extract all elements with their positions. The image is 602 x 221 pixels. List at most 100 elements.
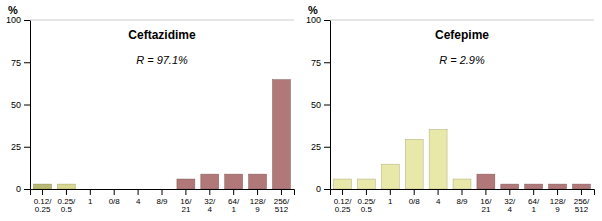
bars	[34, 80, 291, 189]
x-tick-label-line: 4	[208, 205, 213, 214]
y-axis-line	[324, 21, 331, 190]
x-tick-mark	[257, 189, 258, 195]
x-tick-label: 16/21	[480, 197, 492, 214]
x-tick-mark	[342, 189, 343, 195]
y-tick: 25	[11, 142, 30, 152]
bar	[405, 139, 423, 189]
x-tick-label: 256/512	[574, 197, 590, 214]
x-tick: 128/9	[550, 189, 566, 214]
x-tick-label-line: 21	[481, 205, 490, 214]
x-tick-mark	[509, 189, 510, 195]
bar	[201, 174, 219, 189]
y-axis: 0 25 50 75 100	[306, 15, 331, 194]
y-tick-mark	[324, 20, 330, 21]
x-tick-label: 32/4	[504, 197, 516, 214]
bar	[249, 174, 267, 189]
y-tick: 50	[11, 100, 30, 110]
x-tick-mark	[162, 189, 163, 195]
x-tick-label-line: 4	[436, 197, 441, 206]
y-tick-mark	[324, 147, 330, 148]
y-tick: 75	[311, 58, 330, 68]
bar	[81, 189, 99, 190]
bar	[105, 189, 123, 190]
x-tick: 32/4	[204, 189, 216, 214]
x-tick-mark	[42, 189, 43, 195]
x-tick: 0.25/0.5	[358, 189, 377, 214]
x-tick: 0.12/0.25	[34, 189, 53, 214]
bar	[57, 184, 75, 189]
y-tick-mark	[24, 105, 30, 106]
bar	[129, 189, 147, 190]
x-tick-label-line: 21	[181, 205, 190, 214]
x-tick-label: 64/1	[228, 197, 240, 214]
x-tick: 32/4	[504, 189, 516, 214]
y-tick-label: 0	[316, 184, 321, 194]
y-tick-mark	[324, 105, 330, 106]
x-tick: 16/21	[480, 189, 492, 214]
frame-top	[30, 20, 294, 21]
x-tick: 8/9	[156, 189, 168, 206]
x-tick-label: 0.25/0.5	[358, 197, 377, 214]
x-tick-label-line: 9	[255, 205, 260, 214]
bar	[225, 174, 243, 189]
y-tick-mark	[324, 189, 330, 190]
x-tick-mark	[366, 189, 367, 195]
x-tick: 0.25/0.5	[58, 189, 77, 214]
x-tick-mark	[581, 189, 582, 195]
x-tick-label-line: 4	[136, 197, 141, 206]
x-tick-label-line: 0/8	[409, 197, 421, 206]
y-tick-label: 100	[6, 15, 21, 25]
bar	[334, 179, 352, 189]
x-tick: 0.12/0.25	[334, 189, 353, 214]
y-tick: 0	[16, 184, 30, 194]
y-tick: 75	[11, 58, 30, 68]
y-axis: 0 25 50 75 100	[6, 15, 31, 194]
x-tick-label: 0/8	[109, 197, 121, 206]
x-tick-mark	[209, 189, 210, 195]
x-tick-mark	[114, 189, 115, 195]
x-tick-mark	[485, 189, 486, 195]
bar	[153, 189, 171, 190]
x-tick: 16/21	[180, 189, 192, 214]
x-tick: 0/8	[409, 189, 421, 206]
x-axis: 0.12/0.25 0.25/0.5 1 0/8 4 8/9 16/21 32/4 64/1 12…	[331, 189, 595, 214]
x-tick-mark	[557, 189, 558, 195]
x-tick-mark	[138, 189, 139, 195]
x-tick-label-line: 1	[388, 197, 393, 206]
x-tick-label: 128/9	[550, 197, 566, 214]
x-tick-label: 1	[388, 197, 393, 206]
x-tick-label: 4	[436, 197, 441, 206]
x-tick: 128/9	[250, 189, 266, 214]
y-tick-mark	[24, 20, 30, 21]
bar	[357, 179, 375, 189]
title: Ceftazidime	[128, 28, 196, 42]
subtitle: R = 2.9%	[439, 54, 485, 66]
x-tick-label: 8/9	[456, 197, 468, 206]
y-label: %	[8, 4, 18, 16]
x-tick-label-line: 512	[275, 205, 289, 214]
x-tick: 64/1	[528, 189, 540, 214]
x-tick-label-line: 0.5	[61, 205, 73, 214]
title: Cefepime	[435, 28, 489, 42]
y-tick: 50	[311, 100, 330, 110]
x-tick-label: 1	[88, 197, 93, 206]
y-tick-label: 50	[11, 100, 21, 110]
y-tick-label: 100	[306, 15, 321, 25]
x-tick-mark	[281, 189, 282, 195]
x-tick-label-line: 1	[88, 197, 93, 206]
x-axis-line	[31, 190, 295, 196]
bars	[334, 129, 591, 189]
x-tick: 256/512	[274, 189, 290, 214]
y-tick: 100	[6, 15, 30, 25]
x-tick-label: 0.12/0.25	[334, 197, 353, 214]
x-tick-label: 64/1	[528, 197, 540, 214]
x-tick-label: 16/21	[180, 197, 192, 214]
subtitle: R = 97.1%	[136, 54, 188, 66]
y-tick-mark	[24, 189, 30, 190]
x-tick-mark	[390, 189, 391, 195]
x-tick-label-line: 512	[575, 205, 589, 214]
y-tick: 25	[311, 142, 330, 152]
x-tick-label-line: 9	[555, 205, 560, 214]
x-axis-line	[331, 190, 595, 196]
x-tick-label: 256/512	[274, 197, 290, 214]
